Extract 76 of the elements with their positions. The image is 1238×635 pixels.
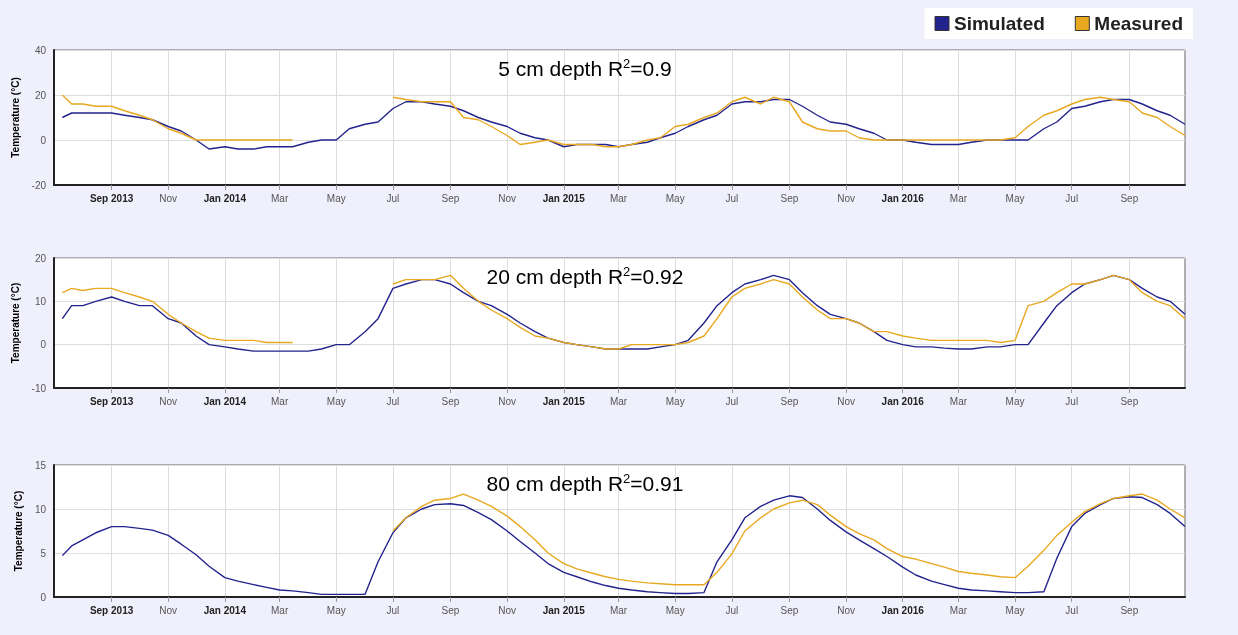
y-tick-label: 20 (34, 252, 47, 264)
y-tick-label: 40 (34, 44, 47, 56)
x-tick-label: May (326, 395, 346, 407)
x-tick-label: Nov (837, 604, 855, 616)
x-tick-label: Sep (441, 395, 460, 407)
legend-label: Measured (1094, 13, 1183, 34)
x-tick-label: Sep (1120, 192, 1139, 204)
x-tick-label: Nov (498, 604, 517, 616)
x-tick-label: Jan 2014 (203, 395, 247, 407)
y-axis-title: Temperature (°C) (13, 490, 25, 572)
x-tick-label: Jul (386, 395, 400, 407)
x-tick-label: Sep (1120, 604, 1139, 616)
x-tick-label: Jan 2014 (203, 192, 247, 204)
x-tick-label: Jul (386, 604, 400, 616)
y-tick-label: 0 (40, 339, 47, 351)
y-axis-title: Temperature (°C) (10, 282, 22, 364)
x-tick-label: Jan 2016 (881, 604, 925, 616)
y-tick-label: 0 (40, 134, 47, 146)
y-tick-label: -20 (31, 179, 47, 191)
line-series (392, 493, 1186, 586)
y-tick-label: 20 (34, 89, 47, 101)
line-series (61, 495, 1186, 596)
x-tick-label: Sep (780, 604, 799, 616)
x-tick-label: Nov (159, 395, 178, 407)
x-tick-label: Nov (498, 192, 517, 204)
x-tick-label: Mar (609, 604, 628, 616)
y-tick-label: 0 (40, 591, 47, 603)
y-tick-label: 10 (34, 503, 47, 515)
x-tick-label: Jul (1065, 604, 1079, 616)
x-tick-label: May (326, 604, 346, 616)
x-tick-label: Jan 2015 (542, 395, 586, 407)
x-tick-label: Nov (837, 395, 855, 407)
x-tick-label: Jul (386, 192, 400, 204)
x-tick-label: Jul (725, 395, 739, 407)
x-tick-label: Mar (271, 604, 289, 616)
x-tick-label: May (1005, 604, 1025, 616)
x-tick-label: Nov (837, 192, 855, 204)
y-tick-label: 10 (34, 295, 47, 307)
x-tick-label: Mar (609, 395, 628, 407)
x-tick-label: Sep 2013 (89, 192, 134, 204)
x-tick-label: Jul (1065, 192, 1079, 204)
x-tick-label: May (326, 192, 346, 204)
x-tick-label: Sep 2013 (89, 395, 134, 407)
x-tick-label: Sep (441, 192, 460, 204)
x-tick-label: Sep (441, 604, 460, 616)
x-tick-label: Mar (949, 604, 968, 616)
x-tick-label: Nov (159, 604, 178, 616)
x-tick-label: Sep (780, 192, 799, 204)
legend-label: Simulated (954, 13, 1045, 34)
y-tick-label: 15 (34, 459, 47, 471)
x-tick-label: May (665, 604, 685, 616)
x-tick-label: Sep 2013 (89, 604, 134, 616)
x-tick-label: Mar (271, 395, 289, 407)
x-tick-label: Mar (949, 192, 968, 204)
x-tick-label: Mar (949, 395, 968, 407)
x-tick-label: Nov (498, 395, 517, 407)
x-tick-label: May (1005, 192, 1025, 204)
x-tick-label: May (665, 395, 685, 407)
x-tick-label: Jan 2016 (881, 192, 925, 204)
x-tick-label: Jul (725, 604, 739, 616)
y-tick-label: 5 (40, 547, 47, 559)
x-tick-label: Jan 2015 (542, 604, 586, 616)
y-tick-label: -10 (31, 382, 47, 394)
x-tick-label: Nov (159, 192, 178, 204)
x-tick-label: Sep (1120, 395, 1139, 407)
x-tick-label: May (665, 192, 685, 204)
y-axis-title: Temperature (°C) (10, 77, 22, 158)
x-tick-label: Sep (780, 395, 799, 407)
x-tick-label: Jan 2016 (881, 395, 925, 407)
x-tick-label: Mar (271, 192, 289, 204)
x-tick-label: Jan 2014 (203, 604, 247, 616)
x-tick-label: Jul (1065, 395, 1079, 407)
x-tick-label: May (1005, 395, 1025, 407)
x-tick-label: Jan 2015 (542, 192, 586, 204)
x-tick-label: Jul (725, 192, 739, 204)
x-tick-label: Mar (609, 192, 628, 204)
